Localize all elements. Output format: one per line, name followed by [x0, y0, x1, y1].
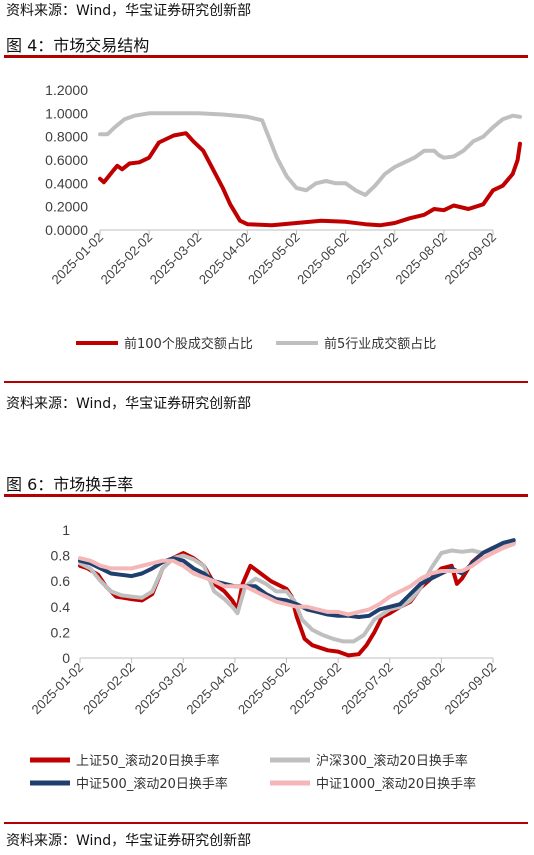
figure-4-chart: 0.0000 0.2000 0.4000 0.6000 0.8000 1.0000 1.20… [45, 82, 522, 352]
figure-6-top-rule [4, 494, 528, 497]
series-line-4 [78, 542, 516, 617]
y-tick-label: 0.8000 [45, 129, 88, 145]
figure-6-bottom-rule [4, 822, 528, 824]
y-tick-label: 0.0000 [45, 222, 88, 238]
series-line-2 [98, 111, 522, 197]
x-tick-label: 2025-03-02 [132, 660, 190, 718]
x-tick-label: 2025-09-02 [441, 230, 499, 288]
figure-6-source-note: 资料来源：Wind，华宝证券研究创新部 [6, 833, 252, 849]
legend-label: 沪深300_滚动20日换手率 [316, 753, 468, 769]
y-tick-label: 0.4000 [45, 175, 88, 191]
y-tick-label: 1.2000 [45, 82, 88, 98]
series-line-1 [78, 540, 516, 658]
figure-4-top-rule [4, 55, 528, 58]
x-tick-label: 2025-09-02 [441, 660, 499, 718]
x-tick-label: 2025-03-02 [147, 230, 205, 288]
x-tick-label: 2025-04-02 [196, 230, 254, 288]
x-tick-label: 2025-07-02 [338, 660, 396, 718]
series-line-3 [78, 538, 516, 619]
x-tick-label: 2025-05-02 [245, 230, 303, 288]
figure-4-source-note: 资料来源：Wind，华宝证券研究创新部 [6, 396, 252, 412]
x-tick-label: 2025-05-02 [235, 660, 293, 718]
legend-label: 中证1000_滚动20日换手率 [316, 776, 476, 792]
y-tick-label: 0.6 [51, 573, 71, 589]
y-tick-label: 1.0000 [45, 105, 88, 121]
figure-6-chart: 00.20.40.60.812025-01-022025-02-022025-0… [28, 522, 516, 792]
x-tick-label: 2025-07-02 [343, 230, 401, 288]
series-line-2 [78, 540, 516, 644]
y-tick-label: 0.4 [51, 599, 71, 615]
figure-6-title: 图 6：市场换手率 [6, 475, 134, 494]
top-source-note: 资料来源：Wind，华宝证券研究创新部 [6, 3, 252, 19]
figure-4-title: 图 4：市场交易结构 [6, 36, 150, 55]
series-line-1 [98, 131, 522, 228]
figure-4-bottom-rule [4, 381, 528, 383]
y-tick-label: 0.8 [51, 548, 71, 564]
x-tick-label: 2025-02-02 [80, 660, 138, 718]
x-tick-label: 2025-08-02 [392, 230, 450, 288]
x-tick-label: 2025-06-02 [294, 230, 352, 288]
y-tick-label: 0.6000 [45, 152, 88, 168]
legend-label: 前100个股成交额占比 [124, 336, 253, 352]
legend-label: 前5行业成交额占比 [324, 336, 436, 352]
x-tick-label: 2025-06-02 [287, 660, 345, 718]
y-tick-label: 0.2 [51, 624, 71, 640]
x-tick-label: 2025-08-02 [390, 660, 448, 718]
x-tick-label: 2025-04-02 [183, 660, 241, 718]
y-tick-label: 0 [62, 650, 70, 666]
x-tick-label: 2025-02-02 [98, 230, 156, 288]
y-tick-label: 1 [62, 522, 70, 538]
x-tick-label: 2025-01-02 [48, 230, 106, 288]
legend-label: 中证500_滚动20日换手率 [76, 776, 228, 792]
legend-label: 上证50_滚动20日换手率 [76, 753, 220, 769]
x-tick-label: 2025-01-02 [28, 660, 86, 718]
y-tick-label: 0.2000 [45, 199, 88, 215]
